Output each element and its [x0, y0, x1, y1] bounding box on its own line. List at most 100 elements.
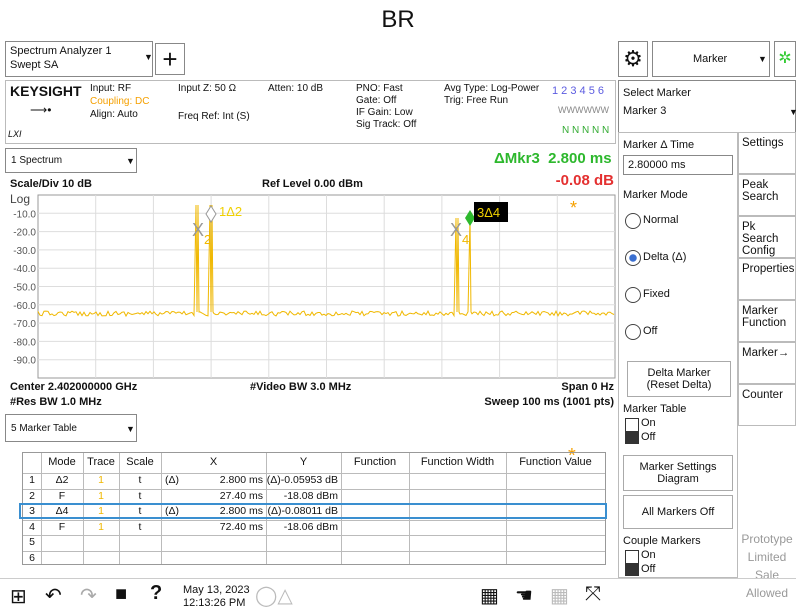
row-line	[23, 550, 605, 552]
mode-option: Delta (Δ)	[643, 251, 687, 263]
column-header: Function Value	[519, 456, 592, 468]
layout-icon[interactable]: ▦	[480, 585, 499, 607]
cell-trace: 1	[98, 505, 104, 517]
col-line	[506, 453, 507, 564]
cell-mode: F	[58, 489, 66, 502]
windows-icon[interactable]: ⊞	[10, 586, 27, 608]
y-tick-label: -30.0	[13, 246, 36, 257]
marker-x: X	[192, 220, 204, 240]
cell-mode: Δ2	[55, 474, 69, 486]
time: 12:13:26 PM	[183, 597, 246, 609]
delta-label: ΔMkr3 2.800 ms	[494, 150, 612, 167]
radio[interactable]	[625, 213, 641, 229]
file-icon[interactable]: ■	[115, 583, 128, 605]
pno: PNO: Fast	[356, 83, 403, 94]
column-header: Scale	[126, 456, 154, 468]
on: On	[641, 417, 656, 429]
input-icon: ⟶•	[30, 103, 52, 117]
cell-trace: 1	[98, 474, 104, 486]
settings-diagram-button[interactable]: Marker Settings Diagram	[623, 455, 733, 491]
freq-ref: Freq Ref: Int (S)	[178, 111, 250, 122]
off: Off	[641, 563, 656, 575]
cell-y: -18.08 dBm	[283, 489, 338, 502]
softkey[interactable]: Peak Search	[738, 174, 796, 216]
table-selector[interactable]: 5 Marker Table ▼	[5, 414, 137, 442]
softkey[interactable]: Properties	[738, 258, 796, 300]
trace-types: WWWWWW	[558, 105, 609, 115]
center-freq: Center 2.402000000 GHz	[10, 381, 138, 393]
settings-button[interactable]: ⚙	[618, 41, 648, 77]
softkey[interactable]: Pk Search Config	[738, 216, 796, 258]
info-bar: KEYSIGHT ⟶• LXI Input: RF Coupling: DC A…	[5, 80, 616, 144]
status-icon[interactable]: ✲	[774, 41, 796, 77]
undo-icon[interactable]: ↶	[45, 585, 62, 607]
on: On	[641, 549, 656, 561]
cell-x: 2.800 ms	[219, 505, 263, 517]
cell-scale: t	[138, 520, 142, 533]
softkey[interactable]: Counter	[738, 384, 796, 426]
y-tick-label: -60.0	[13, 301, 36, 312]
trace	[37, 204, 615, 318]
dropdown-arrow: ▼	[758, 54, 767, 64]
toggle[interactable]	[625, 550, 639, 576]
dropdown-arrow: ▼	[126, 156, 135, 166]
span: Span 0 Hz	[561, 381, 614, 393]
cell-scale: t	[138, 505, 142, 517]
select-marker-label: Select Marker	[623, 87, 691, 99]
mode-option: Fixed	[643, 288, 670, 300]
lxi-icon: LXI	[8, 129, 22, 139]
softkey-disabled[interactable]: Prototype Limited Sale Allowed	[738, 530, 796, 600]
softkey[interactable]: Settings	[738, 132, 796, 174]
radio[interactable]	[625, 324, 641, 340]
radio[interactable]	[625, 287, 641, 303]
btn-line: Delta Marker	[647, 367, 711, 379]
all-markers-off[interactable]: All Markers Off	[623, 495, 733, 529]
delta-time-label: Marker Δ Time	[623, 139, 695, 151]
cell-x: 27.40 ms	[219, 489, 263, 502]
log-label: Log	[10, 192, 31, 206]
star: *	[568, 445, 576, 467]
cell-y: (Δ)-0.08011 dB	[267, 505, 338, 517]
toggle[interactable]	[625, 418, 639, 444]
app-name: Spectrum Analyzer 1	[10, 45, 112, 57]
col-line	[41, 453, 42, 564]
dropdown-arrow: ▼	[126, 424, 135, 434]
grid-icon[interactable]: ▦	[550, 585, 569, 607]
btn-line: All Markers Off	[641, 506, 715, 518]
avg-type: Avg Type: Log-Power	[444, 83, 540, 94]
trig: Trig: Free Run	[444, 95, 509, 106]
softkey[interactable]: Marker Function	[738, 300, 796, 342]
touch-icon[interactable]: ☚	[515, 585, 533, 607]
note-line: Prototype	[741, 532, 793, 546]
menu-selector[interactable]: Marker ▼	[652, 41, 770, 77]
cell-y: -18.06 dBm	[283, 520, 338, 533]
add-button[interactable]: +	[155, 43, 185, 75]
cell-x-prefix: (Δ)	[165, 474, 180, 486]
radio[interactable]	[625, 250, 641, 266]
col-line	[341, 453, 342, 564]
select-marker-value: Marker 3	[623, 105, 667, 117]
marker-1: 1Δ2	[219, 204, 242, 219]
redo-icon[interactable]: ↷	[80, 585, 97, 607]
window-name: 1 Spectrum	[11, 155, 63, 166]
ref-level: Ref Level 0.00 dBm	[262, 178, 363, 190]
note-line: Allowed	[745, 586, 789, 600]
softkey[interactable]: Marker→	[738, 342, 796, 384]
cell-n: 3	[29, 505, 35, 517]
window-selector[interactable]: 1 Spectrum ▼	[5, 148, 137, 173]
marker-table: Mode Trace Scale X Y Function Function Width Fu…	[19, 452, 607, 565]
app-selector[interactable]: Spectrum Analyzer 1 Swept SA ▼	[5, 41, 153, 77]
y-tick-label: -20.0	[13, 228, 36, 239]
app-mode: Swept SA	[10, 59, 59, 71]
delta-time-value: 2.80000 ms	[628, 159, 686, 171]
rbw: #Res BW 1.0 MHz	[10, 396, 102, 408]
atten: Atten: 10 dB	[268, 83, 324, 94]
y-tick-label: -50.0	[13, 283, 36, 294]
gate: Gate: Off	[356, 95, 397, 106]
fullscreen-icon[interactable]: ⤧	[585, 583, 601, 605]
help-icon[interactable]: ?	[150, 582, 163, 604]
delta-marker-button[interactable]: Delta Marker (Reset Delta)	[627, 361, 731, 397]
btn-line: (Reset Delta)	[646, 379, 712, 391]
delta-time-input[interactable]: 2.80000 ms	[623, 155, 733, 175]
